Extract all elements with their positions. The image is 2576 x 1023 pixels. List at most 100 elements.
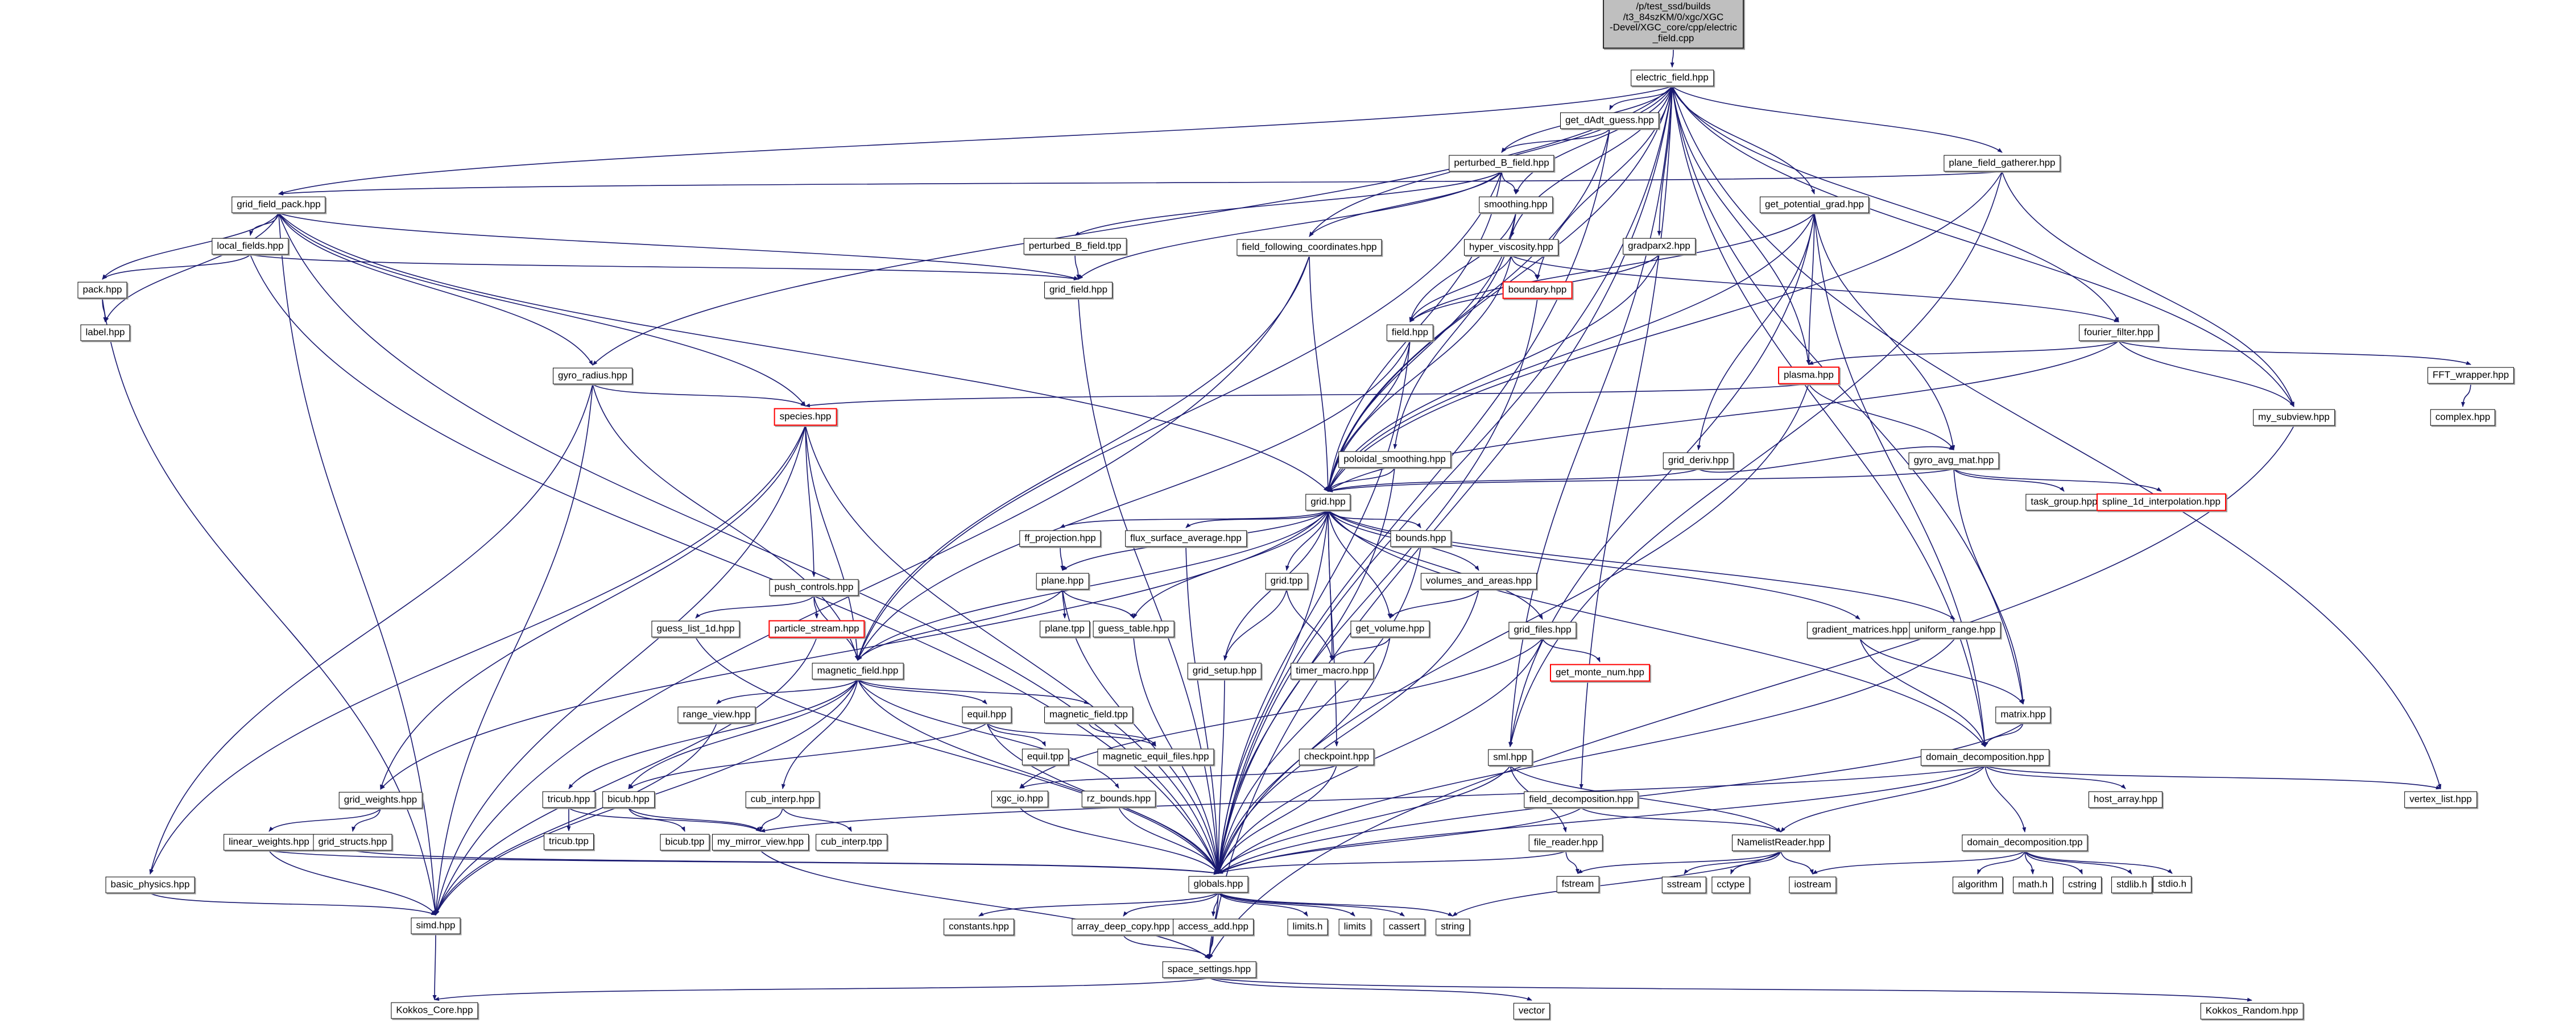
graph-node-particle_stream[interactable]: particle_stream.hpp: [768, 620, 865, 638]
graph-node-grid_tpp[interactable]: grid.tpp: [1265, 573, 1308, 590]
graph-node-access_add[interactable]: access_add.hpp: [1173, 918, 1254, 935]
graph-node-gyro_avg_mat[interactable]: gyro_avg_mat.hpp: [1908, 452, 1999, 469]
graph-node-grid_field_pack[interactable]: grid_field_pack.hpp: [231, 196, 326, 213]
graph-node-perturbed_b_field[interactable]: perturbed_B_field.hpp: [1449, 155, 1554, 172]
graph-node-species[interactable]: species.hpp: [774, 408, 837, 426]
graph-node-plane[interactable]: plane.hpp: [1036, 573, 1089, 590]
graph-node-plasma[interactable]: plasma.hpp: [1778, 366, 1839, 384]
graph-node-math_h[interactable]: math.h: [2013, 876, 2053, 893]
graph-node-plane_tpp[interactable]: plane.tpp: [1040, 620, 1090, 637]
graph-node-file_reader[interactable]: file_reader.hpp: [1528, 834, 1603, 851]
graph-node-globals[interactable]: globals.hpp: [1188, 876, 1248, 893]
graph-node-linear_weights[interactable]: linear_weights.hpp: [224, 834, 315, 851]
graph-node-iostream[interactable]: iostream: [1789, 876, 1837, 893]
graph-node-cctype[interactable]: cctype: [1711, 876, 1750, 893]
graph-node-uniform_range[interactable]: uniform_range.hpp: [1909, 622, 2001, 639]
graph-node-local_fields[interactable]: local_fields.hpp: [212, 238, 289, 255]
graph-node-field_decomposition[interactable]: field_decomposition.hpp: [1524, 791, 1639, 808]
graph-node-cassert[interactable]: cassert: [1383, 918, 1425, 935]
graph-node-host_array[interactable]: host_array.hpp: [2088, 791, 2163, 808]
graph-node-complex[interactable]: complex.hpp: [2430, 409, 2496, 426]
graph-node-guess_list_1d[interactable]: guess_list_1d.hpp: [651, 620, 740, 637]
graph-node-field_following_coordinates[interactable]: field_following_coordinates.hpp: [1237, 239, 1382, 256]
graph-node-label[interactable]: label.hpp: [80, 324, 130, 341]
graph-node-domain_decomposition[interactable]: domain_decomposition.hpp: [1921, 749, 2049, 766]
graph-node-gradparx2[interactable]: gradparx2.hpp: [1623, 238, 1696, 255]
graph-node-magnetic_field_tpp[interactable]: magnetic_field.tpp: [1044, 706, 1133, 723]
graph-node-tricub[interactable]: tricub.hpp: [542, 791, 596, 808]
graph-node-equil_tpp[interactable]: equil.tpp: [1022, 748, 1069, 765]
graph-node-grid_structs[interactable]: grid_structs.hpp: [313, 834, 392, 851]
graph-node-get_volume[interactable]: get_volume.hpp: [1350, 620, 1430, 637]
graph-node-equil[interactable]: equil.hpp: [962, 706, 1012, 723]
graph-node-sstream[interactable]: sstream: [1661, 876, 1707, 893]
graph-node-grid_deriv[interactable]: grid_deriv.hpp: [1663, 452, 1734, 469]
graph-node-tricub_tpp[interactable]: tricub.tpp: [544, 833, 594, 850]
graph-node-perturbed_b_field_tpp[interactable]: perturbed_B_field.tpp: [1023, 238, 1127, 255]
graph-node-grid_files[interactable]: grid_files.hpp: [1508, 622, 1577, 639]
graph-node-cstring[interactable]: cstring: [2062, 876, 2102, 893]
graph-node-grid_field[interactable]: grid_field.hpp: [1044, 281, 1113, 299]
graph-node-gradient_matrices[interactable]: gradient_matrices.hpp: [1806, 622, 1913, 639]
graph-node-task_group[interactable]: task_group.hpp: [2025, 494, 2103, 511]
graph-node-magnetic_field[interactable]: magnetic_field.hpp: [812, 662, 904, 680]
graph-node-fft_wrapper[interactable]: FFT_wrapper.hpp: [2427, 367, 2515, 384]
graph-node-get_monte_num[interactable]: get_monte_num.hpp: [1550, 664, 1650, 682]
graph-node-namelist_reader[interactable]: NamelistReader.hpp: [1731, 834, 1830, 851]
graph-node-plane_field_gatherer[interactable]: plane_field_gatherer.hpp: [1944, 155, 2061, 172]
graph-node-space_settings[interactable]: space_settings.hpp: [1162, 961, 1256, 978]
graph-node-matrix[interactable]: matrix.hpp: [1995, 706, 2051, 723]
graph-node-grid_setup[interactable]: grid_setup.hpp: [1187, 662, 1262, 680]
graph-node-poloidal_smoothing[interactable]: poloidal_smoothing.hpp: [1338, 451, 1451, 468]
graph-node-domain_decomposition_tpp[interactable]: domain_decomposition.tpp: [1962, 834, 2088, 851]
graph-node-bicub[interactable]: bicub.hpp: [602, 791, 655, 808]
graph-node-volumes_and_areas[interactable]: volumes_and_areas.hpp: [1420, 573, 1537, 590]
graph-node-vector[interactable]: vector: [1513, 1003, 1550, 1020]
graph-node-my_subview[interactable]: my_subview.hpp: [2253, 409, 2335, 426]
graph-node-stdio_h[interactable]: stdio.h: [2152, 876, 2192, 893]
graph-node-range_view[interactable]: range_view.hpp: [677, 706, 756, 723]
graph-node-grid[interactable]: grid.hpp: [1305, 494, 1351, 511]
graph-node-get_potential_grad[interactable]: get_potential_grad.hpp: [1760, 196, 1869, 213]
graph-node-hyper_viscosity[interactable]: hyper_viscosity.hpp: [1463, 239, 1559, 256]
graph-node-sml[interactable]: sml.hpp: [1488, 749, 1532, 766]
graph-node-smoothing[interactable]: smoothing.hpp: [1479, 196, 1553, 213]
graph-node-cub_interp_tpp[interactable]: cub_interp.tpp: [816, 834, 887, 851]
graph-node-gyro_radius[interactable]: gyro_radius.hpp: [553, 367, 632, 384]
graph-node-simd[interactable]: simd.hpp: [411, 917, 461, 934]
graph-node-limits[interactable]: limits: [1338, 918, 1371, 935]
graph-node-xgc_io[interactable]: xgc_io.hpp: [991, 790, 1049, 807]
graph-node-fstream[interactable]: fstream: [1556, 876, 1599, 893]
graph-node-bicub_tpp[interactable]: bicub.tpp: [660, 834, 710, 851]
graph-node-grid_weights[interactable]: grid_weights.hpp: [338, 792, 423, 809]
graph-node-limits_h[interactable]: limits.h: [1287, 918, 1328, 935]
graph-node-field[interactable]: field.hpp: [1386, 324, 1434, 341]
graph-node-push_controls[interactable]: push_controls.hpp: [769, 579, 859, 596]
graph-node-cub_interp[interactable]: cub_interp.hpp: [745, 791, 820, 808]
graph-node-spline_1d_interpolation[interactable]: spline_1d_interpolation.hpp: [2097, 493, 2226, 511]
graph-node-vertex_list[interactable]: vertex_list.hpp: [2404, 791, 2477, 808]
graph-node-rz_bounds[interactable]: rz_bounds.hpp: [1081, 790, 1156, 807]
graph-node-kokkos_random[interactable]: Kokkos_Random.hpp: [2200, 1003, 2304, 1020]
graph-node-bounds[interactable]: bounds.hpp: [1390, 530, 1452, 547]
graph-node-algorithm[interactable]: algorithm: [1953, 876, 2003, 893]
graph-node-kokkos_core[interactable]: Kokkos_Core.hpp: [391, 1002, 478, 1019]
graph-node-flux_surface_average[interactable]: flux_surface_average.hpp: [1125, 530, 1247, 547]
graph-node-string[interactable]: string: [1436, 918, 1470, 935]
graph-node-boundary[interactable]: boundary.hpp: [1502, 281, 1573, 299]
graph-node-stdlib_h[interactable]: stdlib.h: [2111, 876, 2152, 893]
graph-node-pack[interactable]: pack.hpp: [77, 281, 127, 299]
graph-node-constants[interactable]: constants.hpp: [944, 918, 1014, 935]
graph-node-basic_physics[interactable]: basic_physics.hpp: [105, 876, 195, 893]
graph-node-array_deep_copy[interactable]: array_deep_copy.hpp: [1072, 918, 1175, 935]
graph-node-cpp_main[interactable]: /p/test_ssd/builds /t3_84szKM/0/xgc/XGC …: [1603, 0, 1744, 49]
graph-node-get_dadt_guess[interactable]: get_dAdt_guess.hpp: [1560, 112, 1659, 129]
graph-node-magnetic_equil_files[interactable]: magnetic_equil_files.hpp: [1097, 748, 1214, 765]
graph-node-guess_table[interactable]: guess_table.hpp: [1093, 620, 1175, 637]
graph-node-timer_macro[interactable]: timer_macro.hpp: [1291, 662, 1374, 680]
graph-node-fourier_filter[interactable]: fourier_filter.hpp: [2079, 324, 2159, 341]
graph-node-checkpoint[interactable]: checkpoint.hpp: [1299, 748, 1375, 765]
graph-node-electric_field[interactable]: electric_field.hpp: [1631, 69, 1714, 86]
graph-node-my_mirror_view[interactable]: my_mirror_view.hpp: [712, 834, 809, 851]
graph-node-ff_projection[interactable]: ff_projection.hpp: [1019, 530, 1101, 547]
